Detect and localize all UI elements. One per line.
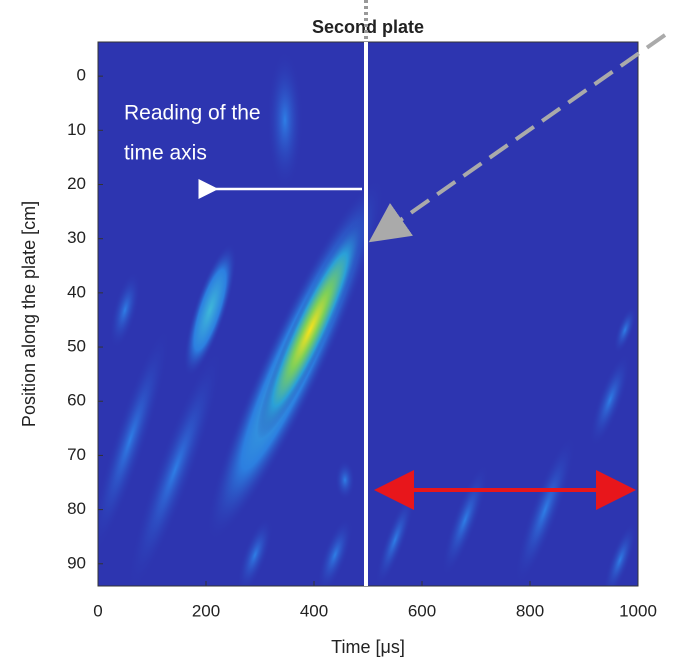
y-tick-label: 0 <box>77 66 86 85</box>
x-tick-label: 400 <box>300 601 328 620</box>
y-axis-label: Position along the plate [cm] <box>19 201 39 427</box>
x-tick-label: 200 <box>192 601 220 620</box>
x-tick-label: 1000 <box>619 601 657 620</box>
y-tick-label: 40 <box>67 282 86 301</box>
x-axis-label: Time [μs] <box>331 637 405 657</box>
y-tick-label: 10 <box>67 120 86 139</box>
x-tick-label: 600 <box>408 601 436 620</box>
y-tick-label: 60 <box>67 391 86 410</box>
dashed-arrow <box>368 33 667 243</box>
x-tick-label: 800 <box>516 601 544 620</box>
y-tick-label: 30 <box>67 228 86 247</box>
y-tick-label: 90 <box>67 553 86 572</box>
annotation: Reading of the <box>124 102 261 125</box>
annotation: time axis <box>124 142 207 165</box>
y-tick-label: 80 <box>67 499 86 518</box>
heatmap-streaks <box>98 50 637 586</box>
y-tick-label: 70 <box>67 445 86 464</box>
y-tick-label: 50 <box>67 337 86 356</box>
x-tick-label: 0 <box>93 601 102 620</box>
y-tick-label: 20 <box>67 174 86 193</box>
